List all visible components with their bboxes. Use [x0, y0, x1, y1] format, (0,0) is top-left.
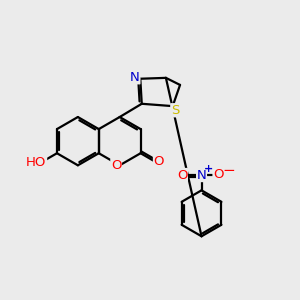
Text: N: N: [197, 169, 206, 182]
Text: O: O: [213, 168, 224, 181]
Text: O: O: [111, 159, 122, 172]
Text: O: O: [177, 169, 187, 182]
Text: N: N: [130, 71, 140, 84]
Text: S: S: [171, 104, 179, 117]
Text: O: O: [154, 155, 164, 168]
Text: −: −: [223, 163, 236, 178]
Text: HO: HO: [26, 156, 46, 169]
Text: +: +: [203, 164, 213, 173]
